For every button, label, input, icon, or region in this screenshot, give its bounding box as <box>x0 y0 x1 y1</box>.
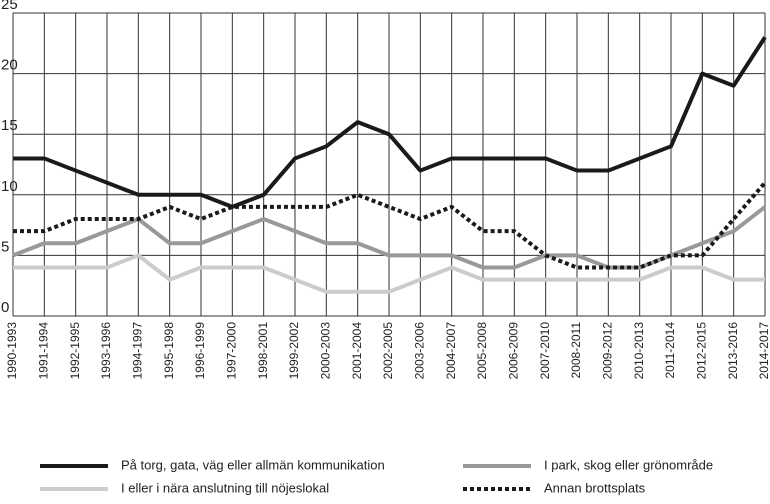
x-tick-label: 1998-2001 <box>256 322 270 380</box>
x-tick-label: 1991-1994 <box>37 322 51 380</box>
legend-label: I park, skog eller grönområde <box>544 457 713 472</box>
y-tick-label: 25 <box>1 0 18 13</box>
x-tick-label: 2008-2011 <box>569 322 583 379</box>
x-tick-label: 2006-2009 <box>507 322 521 380</box>
y-tick-label: 15 <box>1 117 18 134</box>
legend-label: På torg, gata, väg eller allmän kommunik… <box>121 457 385 472</box>
x-tick-label: 1997-2000 <box>225 322 239 380</box>
x-tick-label: 2005-2008 <box>475 322 489 380</box>
x-tick-label: 2000-2003 <box>319 322 333 380</box>
x-tick-label: 1999-2002 <box>287 322 301 380</box>
y-tick-label: 0 <box>1 299 9 316</box>
legend-label: I eller i nära anslutning till nöjesloka… <box>121 480 329 495</box>
y-tick-label: 10 <box>1 178 18 195</box>
series-line <box>13 181 767 270</box>
x-tick-label: 1990-1993 <box>5 322 19 380</box>
x-tick-label: 2007-2010 <box>538 322 552 380</box>
x-tick-label: 2013-2016 <box>726 322 740 380</box>
x-tick-label: 1992-1995 <box>68 322 82 380</box>
x-tick-label: 2002-2005 <box>381 322 395 380</box>
x-tick-label: 1996-1999 <box>193 322 207 380</box>
series-line <box>13 253 765 294</box>
x-tick-label: 2003-2006 <box>413 322 427 380</box>
x-tick-label: 1995-1998 <box>162 322 176 380</box>
x-tick-label: 2004-2007 <box>444 322 458 380</box>
x-tick-label: 1994-1997 <box>131 322 145 380</box>
x-tick-label: 2009-2012 <box>601 322 615 380</box>
y-tick-label: 20 <box>1 57 18 74</box>
x-tick-label: 2010-2013 <box>632 322 646 380</box>
x-tick-label: 1993-1996 <box>99 322 113 380</box>
series-line <box>13 36 767 209</box>
x-tick-label: 2014-2017 <box>757 322 770 380</box>
x-tick-label: 2012-2015 <box>695 322 709 380</box>
legend-label: Annan brottsplats <box>544 480 646 495</box>
x-tick-label: 2001-2004 <box>350 322 364 380</box>
y-tick-label: 5 <box>1 238 9 255</box>
x-tick-label: 2011-2014 <box>663 322 677 379</box>
